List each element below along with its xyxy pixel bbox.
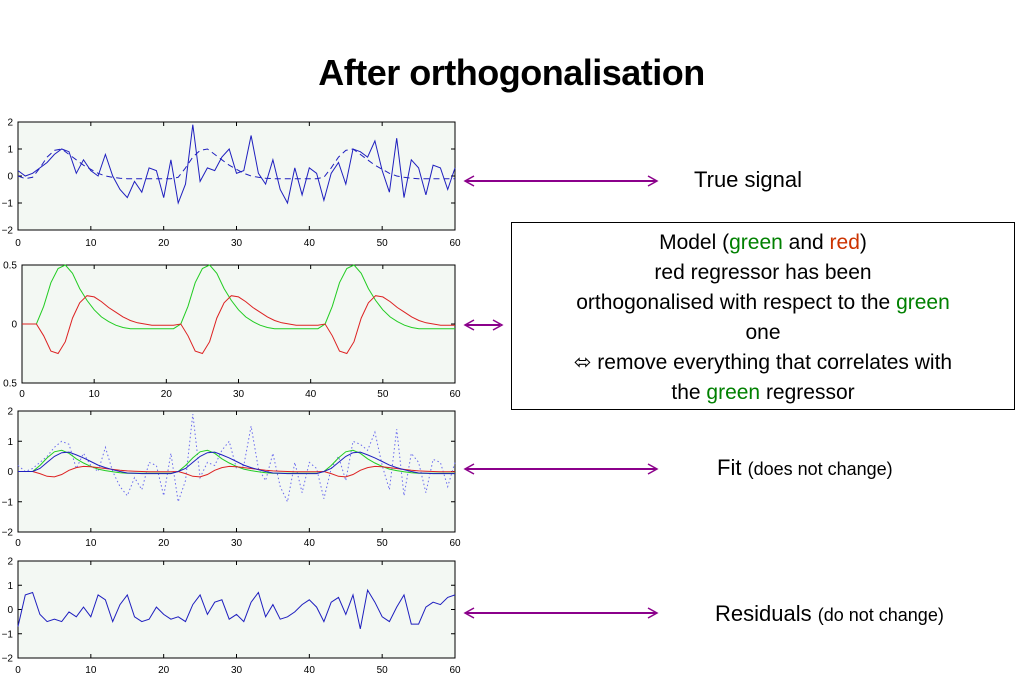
residuals-label-main: Residuals: [715, 601, 812, 626]
x-tick-label: 20: [161, 389, 173, 400]
x-tick-label: 30: [233, 389, 245, 400]
model-text: and: [782, 231, 830, 254]
x-tick-label: 50: [377, 538, 389, 549]
model-regressors-plot: 0 10 20 30 40 50 600.500.5: [3, 261, 461, 401]
green-word: green: [896, 291, 950, 314]
x-tick-label: 30: [231, 538, 243, 549]
y-tick-label: −2: [2, 528, 14, 539]
y-tick-label: 2: [7, 118, 13, 129]
y-tick-label: 0.5: [3, 261, 17, 272]
plot-area: [21, 264, 456, 384]
model-description-box: Model (green and red) red regressor has …: [511, 222, 1015, 410]
y-tick-label: −1: [2, 629, 14, 640]
model-text: regressor: [760, 381, 855, 404]
residuals-label: Residuals (do not change): [715, 601, 944, 627]
x-tick-label: 60: [449, 665, 461, 676]
x-tick-label: 50: [377, 665, 389, 676]
fit-arrow: [463, 463, 659, 475]
y-tick-label: 0: [7, 172, 13, 183]
x-tick-label: 40: [305, 389, 317, 400]
plot-area: [17, 560, 456, 659]
model-text: orthogonalised with respect to the: [576, 291, 897, 314]
x-tick-label: 40: [304, 238, 316, 249]
red-word: red: [829, 231, 860, 254]
x-tick-label: 20: [158, 238, 170, 249]
x-tick-label: 0: [19, 389, 25, 400]
green-word: green: [706, 381, 761, 404]
x-tick-label: 30: [231, 665, 243, 676]
y-tick-label: −2: [2, 226, 14, 237]
x-tick-label: 10: [89, 389, 101, 400]
y-tick-label: 0: [11, 320, 17, 331]
residuals-arrow: [463, 607, 659, 619]
x-tick-label: 60: [449, 389, 461, 400]
x-tick-label: 10: [85, 665, 97, 676]
y-tick-label: 0.5: [3, 379, 17, 390]
x-tick-label: 60: [449, 238, 461, 249]
model-text: ): [859, 231, 867, 254]
model-text: Model (: [659, 231, 730, 254]
model-line-5: ⬄ remove everything that correlates with: [573, 351, 953, 374]
plot-area: [17, 410, 456, 533]
series-line-2: [18, 465, 455, 478]
x-tick-label: 10: [85, 538, 97, 549]
series-line-1: [22, 295, 455, 355]
fit-label-main: Fit: [717, 455, 742, 480]
y-tick-label: 0: [7, 467, 13, 478]
series-line-0: [17, 124, 456, 205]
model-line-3: orthogonalised with respect to the green: [512, 288, 1014, 318]
plot-area: [17, 121, 456, 231]
y-tick-label: −1: [2, 199, 14, 210]
model-line-2: red regressor has been: [654, 261, 872, 284]
x-tick-label: 20: [158, 538, 170, 549]
y-tick-label: 1: [7, 145, 13, 156]
x-tick-label: 40: [304, 538, 316, 549]
x-tick-label: 50: [377, 238, 389, 249]
series-line-0: [22, 264, 455, 330]
series-line-0: [17, 588, 456, 630]
model-line-6: the green regressor: [512, 378, 1014, 408]
y-tick-label: 2: [7, 557, 13, 568]
model-arrow: [463, 319, 504, 331]
x-tick-label: 0: [15, 665, 21, 676]
y-tick-label: 1: [7, 581, 13, 592]
x-tick-label: 0: [15, 538, 21, 549]
residuals-label-sub: (do not change): [817, 605, 944, 625]
model-text: the: [671, 381, 707, 404]
series-line-1: [17, 148, 455, 180]
model-line-1: Model (green and red): [512, 228, 1014, 258]
green-word: green: [729, 231, 783, 254]
model-line-4: one: [745, 321, 781, 344]
fit-label-sub: (does not change): [747, 459, 893, 479]
series-line-3: [18, 451, 455, 475]
y-tick-label: 1: [7, 437, 13, 448]
x-tick-label: 20: [158, 665, 170, 676]
x-tick-label: 0: [15, 238, 21, 249]
page-title: After orthogonalisation: [318, 52, 705, 93]
x-tick-label: 10: [85, 238, 97, 249]
y-tick-label: 2: [7, 407, 13, 418]
y-tick-label: −2: [2, 654, 14, 665]
fit-label: Fit (does not change): [717, 455, 893, 481]
x-tick-label: 30: [231, 238, 243, 249]
y-tick-label: 0: [7, 605, 13, 616]
x-tick-label: 50: [377, 389, 389, 400]
y-tick-label: −1: [2, 497, 14, 508]
x-tick-label: 40: [304, 665, 316, 676]
true-signal-label: True signal: [694, 167, 803, 192]
x-tick-label: 60: [449, 538, 461, 549]
true-signal-arrow: [463, 175, 659, 187]
